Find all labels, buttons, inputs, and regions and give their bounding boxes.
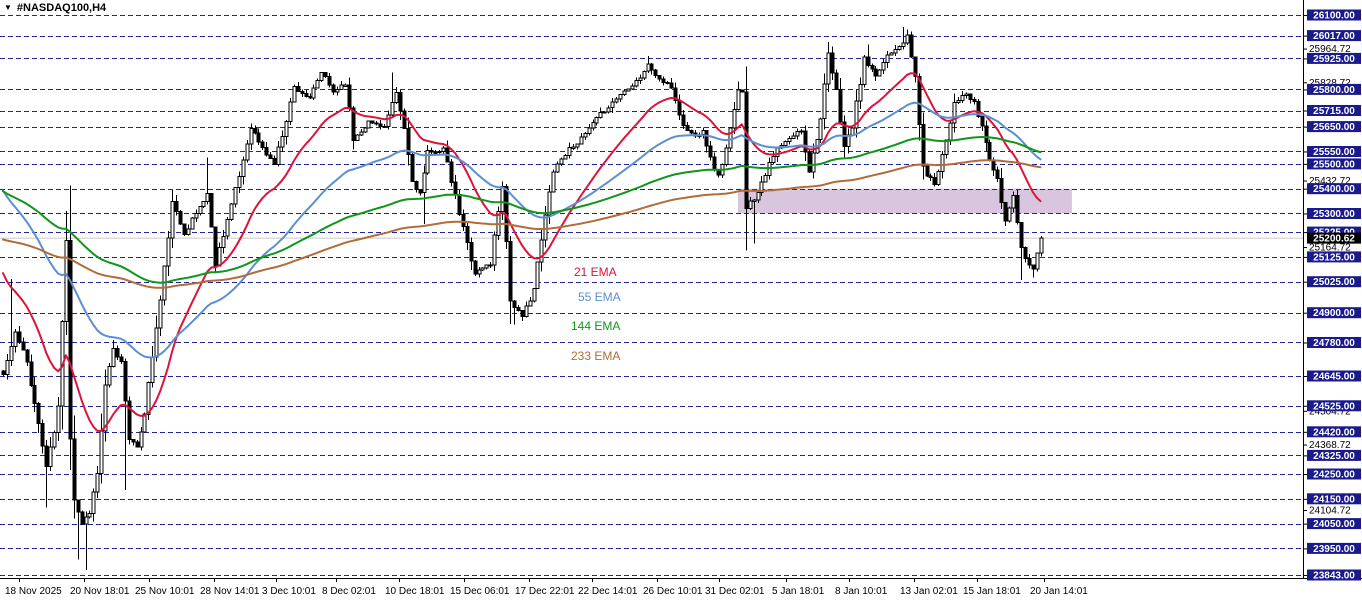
axes-frame: [0, 0, 1362, 579]
time-axis-label: 10 Dec 18:01: [385, 586, 445, 597]
ema-55-line: [2, 101, 1042, 359]
price-level-label: 24780.00: [1313, 338, 1355, 349]
time-axis-label: 31 Dec 02:01: [705, 586, 765, 597]
time-axis-label: 20 Nov 18:01: [70, 586, 130, 597]
price-level-box: [1307, 158, 1361, 170]
price-level-box: [1307, 276, 1361, 288]
price-level-box: [1307, 226, 1361, 238]
price-level-box: [1307, 30, 1361, 42]
price-level-label: 26100.00: [1313, 11, 1355, 22]
price-level-box: [1307, 468, 1361, 480]
price-level-box: [1307, 307, 1361, 319]
price-level-label: 25925.00: [1313, 54, 1355, 65]
price-level-label: 24525.00: [1313, 401, 1355, 412]
ema-144-line: [2, 136, 1042, 284]
price-scale-label: 24504.72: [1309, 406, 1351, 417]
time-axis-label: 20 Jan 14:01: [1030, 586, 1088, 597]
price-scale-label: 25828.72: [1309, 78, 1351, 89]
time-axis-label: 17 Dec 22:01: [515, 586, 575, 597]
price-level-box: [1307, 337, 1361, 348]
price-level-label: 26017.00: [1313, 31, 1355, 42]
supply-zone[interactable]: [737, 188, 1072, 214]
price-scale-label: 24368.72: [1309, 440, 1351, 451]
price-level-label: 25300.00: [1313, 209, 1355, 220]
dropdown-icon[interactable]: ▼: [4, 3, 12, 12]
ema-233-line: [2, 159, 1042, 289]
price-level-label: 25550.00: [1313, 147, 1355, 158]
price-level-box: [1307, 518, 1361, 530]
price-level-box: [1307, 400, 1361, 412]
ema-55-label: 55 EMA: [578, 290, 621, 304]
price-level-label: 25650.00: [1313, 122, 1355, 133]
price-level-label: 24900.00: [1313, 308, 1355, 319]
price-level-label: 23950.00: [1313, 544, 1355, 555]
price-level-label: 24645.00: [1313, 372, 1355, 383]
price-level-box: [1307, 52, 1361, 64]
price-level-box: [1307, 569, 1361, 581]
price-level-label: 24325.00: [1313, 451, 1355, 462]
time-axis-label: 26 Dec 10:01: [643, 586, 703, 597]
time-axis-label: 3 Dec 10:01: [262, 586, 316, 597]
time-axis-label: 8 Dec 02:01: [322, 586, 376, 597]
price-level-box: [1307, 83, 1361, 95]
price-level-label: 25025.00: [1313, 277, 1355, 288]
ema-21-line: [2, 72, 1042, 432]
price-level-label: 24150.00: [1313, 494, 1355, 505]
time-axis-label: 28 Nov 14:01: [200, 586, 260, 597]
price-scale-label: 24104.72: [1309, 506, 1351, 517]
price-scale-label: 25164.72: [1309, 243, 1351, 254]
symbol-title: ▼ #NASDAQ100,H4: [4, 2, 106, 14]
ema-233-label: 233 EMA: [571, 349, 621, 363]
price-axis[interactable]: 25964.72 25828.72 25432.72 25164.72 24504.72…: [1303, 9, 1361, 582]
time-axis-label: 25 Nov 10:01: [135, 586, 195, 597]
time-axis-label: 15 Dec 06:01: [450, 586, 510, 597]
time-axis-label: 22 Dec 14:01: [578, 586, 638, 597]
ema-21-label: 21 EMA: [574, 265, 617, 279]
price-level-label: 23843.00: [1313, 571, 1355, 582]
price-level-box: [1307, 105, 1361, 116]
price-level-box: [1307, 183, 1361, 195]
price-level-box: [1307, 208, 1361, 219]
time-axis-label: 15 Jan 18:01: [963, 586, 1021, 597]
time-axis-label: 13 Jan 02:01: [900, 586, 958, 597]
symbol-text: #NASDAQ100,H4: [16, 2, 107, 14]
price-level-label: 24420.00: [1313, 427, 1355, 438]
price-level-box: [1307, 251, 1361, 263]
price-scale-label: 25964.72: [1309, 44, 1351, 55]
price-level-label: 24250.00: [1313, 470, 1355, 481]
candlestick-series: [1, 26, 1044, 570]
price-level-box: [1307, 146, 1361, 157]
price-level-label: 25800.00: [1313, 85, 1355, 96]
price-scale-label: 25432.72: [1309, 176, 1351, 187]
price-level-label: 25500.00: [1313, 159, 1355, 170]
price-level-lines: [0, 15, 1303, 576]
time-axis-label: 8 Jan 10:01: [835, 586, 888, 597]
price-level-box: [1307, 9, 1361, 21]
time-axis[interactable]: 18 Nov 2025 20 Nov 18:01 25 Nov 10:01 28 No…: [5, 578, 1088, 597]
price-level-box: [1307, 426, 1361, 438]
price-level-box: [1307, 493, 1361, 505]
ema-144-label: 144 EMA: [571, 319, 621, 333]
price-level-box: [1307, 370, 1361, 382]
price-level-box: [1307, 542, 1361, 554]
price-level-label: 25400.00: [1313, 184, 1355, 195]
price-level-label: 25125.00: [1313, 252, 1355, 263]
time-axis-label: 18 Nov 2025: [5, 586, 62, 597]
current-price-label: 25200.62: [1313, 234, 1355, 245]
price-level-label: 25715.00: [1313, 106, 1355, 117]
time-axis-label: 5 Jan 18:01: [772, 586, 825, 597]
current-price-box: [1307, 232, 1361, 244]
price-level-label: 24050.00: [1313, 519, 1355, 530]
price-level-box: [1307, 449, 1361, 461]
price-level-box: [1307, 121, 1361, 133]
